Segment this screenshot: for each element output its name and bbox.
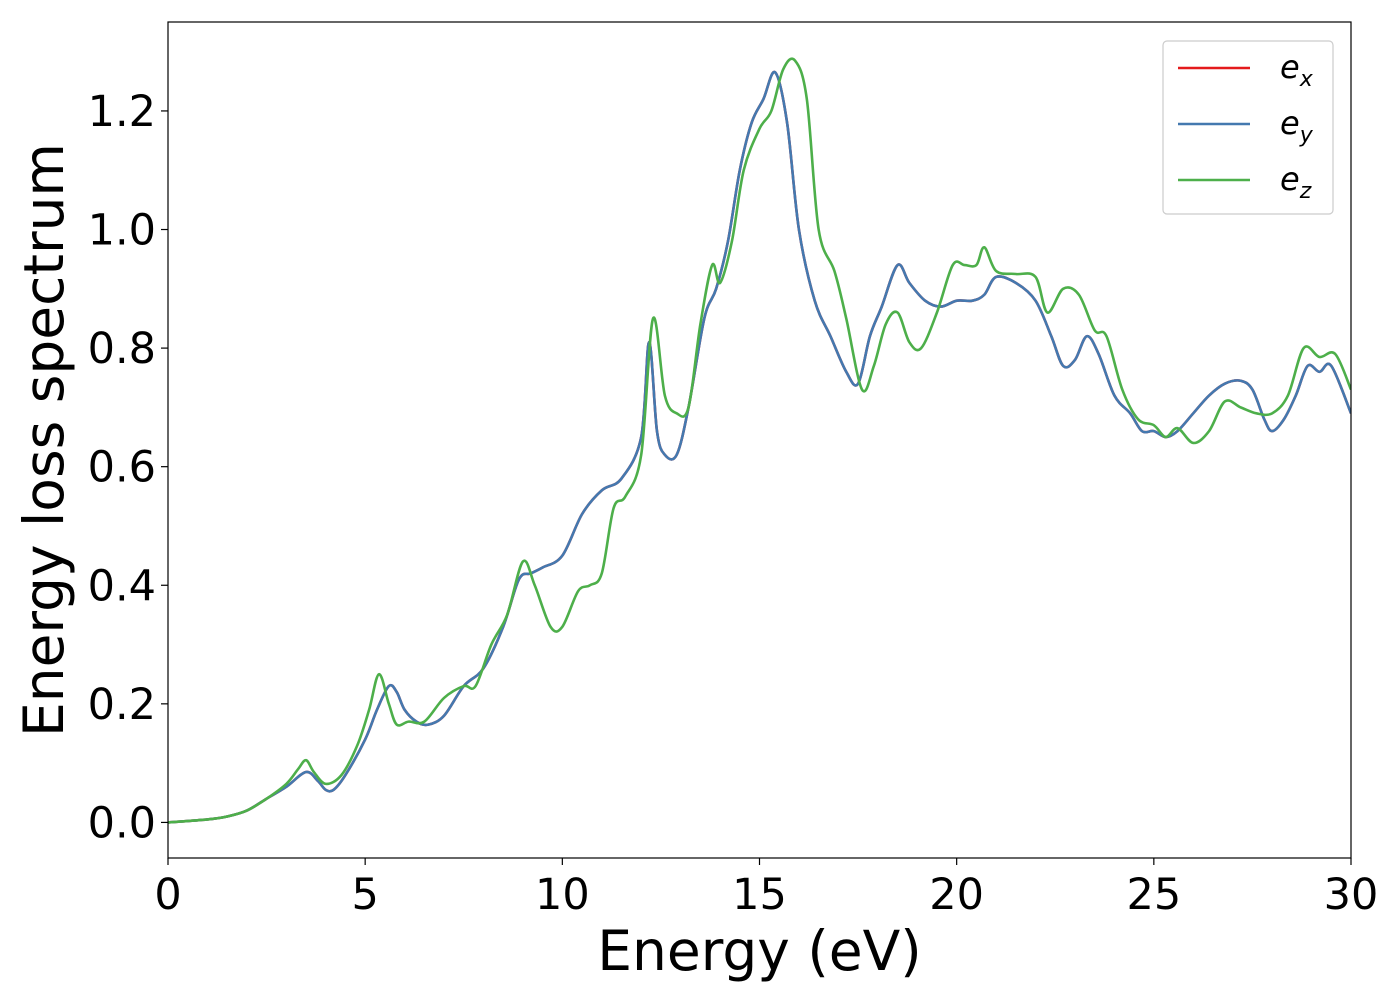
y-tick-label: 0.4 xyxy=(88,561,156,611)
series-layer xyxy=(168,57,1351,824)
y-axis-ticks: 0.0 0.2 0.4 0.6 0.8 1.0 1.2 xyxy=(88,87,168,848)
y-axis-title: Energy loss spectrum xyxy=(12,143,76,737)
x-tick-label: 5 xyxy=(351,870,378,920)
x-tick-label: 0 xyxy=(154,870,181,920)
y-tick-label: 0.2 xyxy=(88,680,156,730)
y-tick-label: 0.6 xyxy=(88,443,156,493)
x-tick-label: 15 xyxy=(732,870,787,920)
y-tick-label: 0.8 xyxy=(88,324,156,374)
legend-box xyxy=(1162,40,1334,215)
x-tick-label: 30 xyxy=(1324,870,1379,920)
legend-label-e-x: ex xyxy=(1280,48,1314,92)
y-tick-label: 1.2 xyxy=(88,87,156,137)
y-tick-label: 1.0 xyxy=(88,206,156,256)
series-line-e-z xyxy=(168,57,1351,824)
x-axis-ticks: 0 5 10 15 20 25 30 xyxy=(154,858,1378,920)
legend: ex ey ez xyxy=(1162,40,1334,215)
x-axis-title: Energy (eV) xyxy=(597,919,921,983)
legend-label-e-y: ey xyxy=(1280,104,1314,148)
x-tick-label: 10 xyxy=(535,870,590,920)
y-tick-label: 0.0 xyxy=(88,798,156,848)
legend-label-e-z: ez xyxy=(1280,160,1312,204)
x-tick-label: 20 xyxy=(929,870,984,920)
x-tick-label: 25 xyxy=(1126,870,1181,920)
